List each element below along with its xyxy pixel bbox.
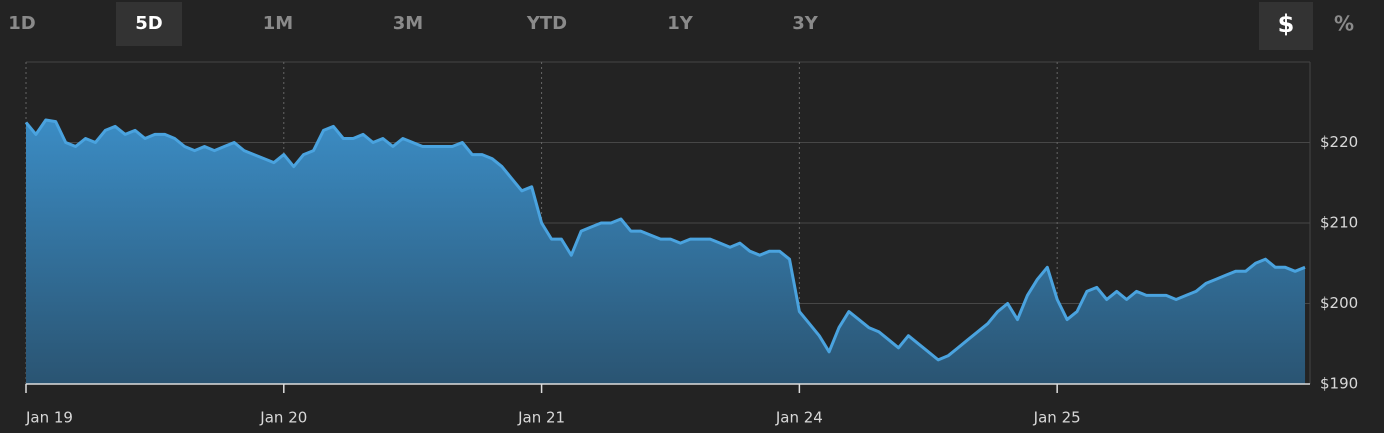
- unit-tab[interactable]: %: [1334, 12, 1354, 36]
- range-tab[interactable]: 1M: [263, 13, 293, 34]
- y-tick-label: $200: [1320, 294, 1358, 312]
- unit-tab[interactable]: $: [1278, 10, 1295, 38]
- y-tick-label: $220: [1320, 133, 1358, 151]
- x-tick-label: Jan 24: [775, 409, 823, 427]
- y-tick-label: $210: [1320, 214, 1358, 232]
- x-tick-label: Jan 21: [517, 409, 565, 427]
- y-tick-label: $190: [1320, 375, 1358, 393]
- range-tab[interactable]: 1Y: [667, 13, 694, 34]
- range-tab[interactable]: 1D: [8, 13, 35, 34]
- range-tab[interactable]: 3Y: [792, 13, 819, 34]
- area-fill: [26, 120, 1306, 384]
- range-tab[interactable]: YTD: [526, 13, 567, 34]
- tab-highlight: [116, 2, 182, 46]
- x-tick-label: Jan 20: [259, 409, 307, 427]
- price-line: [24, 118, 1306, 362]
- tab-highlight: [1259, 2, 1313, 50]
- range-tab[interactable]: 5D: [135, 13, 162, 34]
- x-tick-label: Jan 19: [25, 409, 73, 427]
- plot: $190 $200 $210 $220 Jan 19 Jan 20 Jan 21 Jan 24…: [24, 61, 1358, 427]
- x-tick-label: Jan 25: [1033, 409, 1081, 427]
- tab-bar: 1D 5D 1M 3M YTD 1Y 3Y $%: [8, 2, 1354, 50]
- range-tab[interactable]: 3M: [393, 13, 423, 34]
